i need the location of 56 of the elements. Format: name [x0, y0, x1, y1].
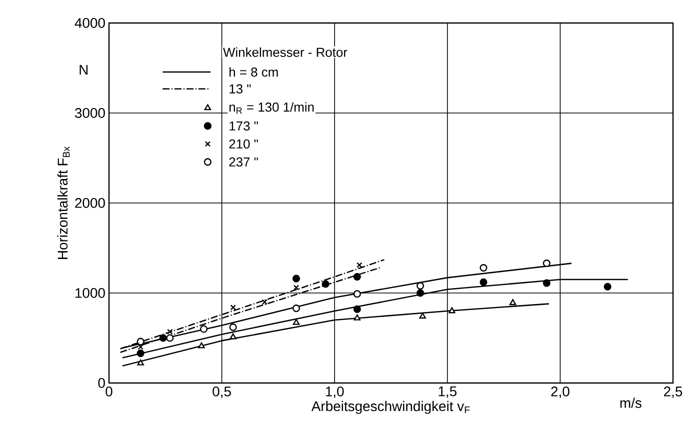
point — [136, 350, 144, 358]
text: m/s — [620, 398, 642, 408]
point — [137, 359, 144, 366]
x-tick-label: 2,0 — [551, 386, 570, 398]
text: N — [80, 65, 88, 75]
legend-title: Winkelmesser - Rotor — [223, 47, 348, 57]
point — [229, 323, 237, 331]
point — [480, 264, 488, 272]
point — [159, 334, 167, 342]
point — [322, 280, 330, 288]
point — [419, 312, 426, 319]
legend-label: h = 8 cm — [230, 67, 278, 77]
y-tick-label: 1000 — [76, 288, 105, 298]
legend-label: 210 " — [229, 139, 258, 149]
point — [354, 314, 361, 320]
point — [542, 260, 550, 268]
point — [353, 273, 361, 281]
point — [138, 344, 144, 350]
legend-label: 173 " — [230, 121, 258, 131]
legend-label: 237 " — [229, 157, 258, 167]
point — [353, 305, 361, 313]
point — [292, 304, 300, 312]
x-tick-label: 1,0 — [326, 386, 344, 398]
y-tick-label: 2000 — [75, 198, 105, 208]
y-tick-label: 4000 — [74, 18, 105, 28]
x-tick-label: 0,5 — [212, 386, 231, 398]
point — [230, 304, 236, 310]
point — [509, 299, 516, 306]
point — [292, 274, 300, 282]
point — [604, 282, 612, 290]
point — [353, 290, 361, 298]
x-tick-label: 0 — [106, 386, 112, 396]
point — [356, 262, 362, 268]
legend-label: n$_{R}$ = 130 1/min — [230, 102, 314, 114]
point — [542, 279, 550, 287]
point — [480, 278, 488, 286]
x-tick-label: 2,5 — [664, 386, 682, 398]
point — [416, 289, 424, 297]
point — [167, 328, 173, 335]
point — [262, 299, 268, 305]
line-series — [122, 278, 629, 358]
point — [136, 338, 144, 346]
point — [416, 282, 424, 290]
y-tick-label: 3000 — [74, 108, 105, 118]
point — [198, 342, 205, 348]
y-axis-title: Horizontalkraft F$_{Bx}$ — [57, 146, 70, 259]
legend-label: 13 " — [230, 84, 251, 94]
y-tick-label: 0 — [98, 378, 105, 388]
point — [293, 284, 300, 290]
x-axis-title: Arbeitsgeschwindigkeit v$_{F}$ — [311, 400, 470, 414]
point — [166, 334, 174, 342]
point — [292, 318, 300, 325]
x-tick-label: 1,5 — [438, 386, 457, 398]
point — [200, 325, 208, 333]
point — [230, 333, 236, 340]
point — [448, 307, 456, 314]
